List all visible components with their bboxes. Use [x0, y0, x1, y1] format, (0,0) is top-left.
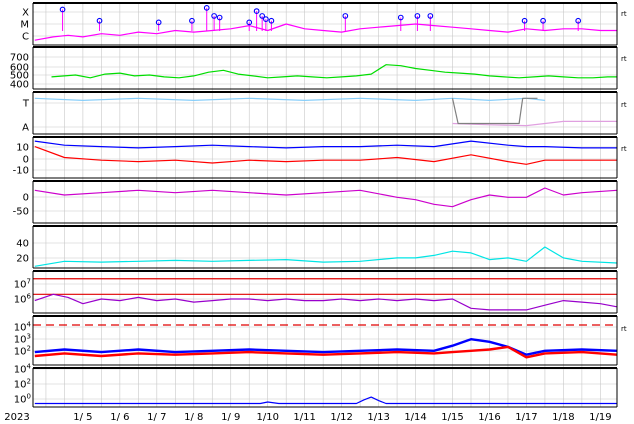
field_direction-series-line: [34, 97, 545, 102]
x-tick-label: 1/18: [552, 412, 574, 423]
y-tick-label: 500: [10, 71, 29, 82]
x-tick-label: 2023: [4, 412, 29, 423]
xray_flux-series-line: [34, 338, 618, 356]
frame-layer: [32, 2, 618, 408]
field_direction-series-line: [452, 120, 617, 127]
wind_speed-series-line: [51, 64, 617, 79]
x-tick-label: 1/ 6: [110, 412, 129, 423]
series-layer: [33, 4, 618, 405]
x-tick-label: 1/10: [256, 412, 278, 423]
protons-series-line: [34, 396, 617, 405]
x-tick-label: 1/19: [589, 412, 611, 423]
y-tick-label: -50: [13, 207, 29, 218]
flare-marker: [211, 13, 217, 19]
y-tick-label: -10: [13, 166, 29, 177]
flare-marker: [427, 13, 434, 19]
x-tick-label: 1/12: [330, 412, 352, 423]
imf-series-line: [34, 140, 617, 149]
flare-marker: [521, 17, 528, 24]
flare-marker: [216, 14, 223, 21]
x-tick-label: 1/14: [404, 412, 426, 423]
y-tick-label: 0: [23, 193, 29, 204]
flare-marker: [259, 13, 266, 19]
x-tick-label: 1/ 8: [184, 412, 203, 423]
y-tick-label: 104: [14, 321, 32, 334]
y-tick-label: 0: [23, 155, 29, 166]
field_direction-series-line: [451, 97, 538, 125]
y-tick-label: 102: [14, 378, 31, 391]
flare-marker: [155, 19, 162, 26]
y-tick-label: 107: [14, 278, 31, 291]
imf-series-line: [34, 146, 617, 165]
flare-marker: [59, 6, 66, 13]
flare-marker: [263, 16, 269, 23]
y-tick-label: C: [22, 32, 29, 43]
flare-marker: [397, 14, 404, 21]
flare-marker: [189, 17, 195, 24]
y-tick-label: M: [20, 20, 29, 31]
y-tick-label: 102: [14, 345, 31, 358]
x-tick-label: 1/16: [478, 412, 500, 423]
y-tick-label: 20: [16, 254, 29, 265]
flare-marker: [253, 8, 260, 14]
y-tick-label: T: [22, 99, 30, 110]
x-tick-label: 1/ 7: [147, 412, 166, 423]
y-tick-label: 400: [10, 80, 29, 91]
dst-series-line: [34, 187, 618, 208]
flare-marker: [540, 17, 546, 24]
flare-marker: [246, 19, 253, 26]
x-tick-label: 1/15: [441, 412, 463, 423]
flare-marker: [342, 13, 349, 19]
flare-marker: [414, 13, 421, 19]
flare-series-line: [34, 23, 617, 41]
y-tick-label: X: [22, 8, 29, 19]
flare-marker: [96, 17, 103, 24]
xray_flux-series-line: [34, 345, 618, 359]
grid-layer: [33, 3, 617, 407]
y-tick-label: 100: [14, 393, 31, 406]
y-tick-label: 10: [16, 143, 29, 154]
x-tick-label: 1/ 5: [73, 412, 92, 423]
right-panel-label: rt: [621, 325, 627, 333]
flare-marker: [268, 17, 275, 24]
x-tick-label: 1/11: [293, 412, 315, 423]
right-panel-label: rt: [621, 101, 627, 109]
y-tick-label: 600: [10, 63, 29, 74]
y-tick-label: 40: [16, 239, 29, 250]
label-layer: XMCrt700600500400rtTArt100-10rt0-5040201…: [4, 8, 627, 424]
electrons-series-line: [34, 293, 618, 311]
y-tick-label: 106: [14, 293, 32, 306]
flare-marker: [575, 17, 582, 24]
kp-series-line: [34, 246, 618, 267]
right-panel-label: rt: [621, 55, 627, 63]
y-tick-label: 103: [14, 333, 31, 346]
right-panel-label: rt: [621, 145, 627, 153]
x-tick-label: 1/ 9: [221, 412, 240, 423]
y-tick-label: 104: [14, 363, 32, 376]
y-tick-label: A: [22, 123, 29, 134]
flare-marker: [203, 4, 210, 11]
y-tick-label: 700: [10, 53, 29, 64]
right-panel-label: rt: [621, 10, 627, 18]
x-tick-label: 1/17: [515, 412, 537, 423]
x-tick-label: 1/13: [367, 412, 389, 423]
